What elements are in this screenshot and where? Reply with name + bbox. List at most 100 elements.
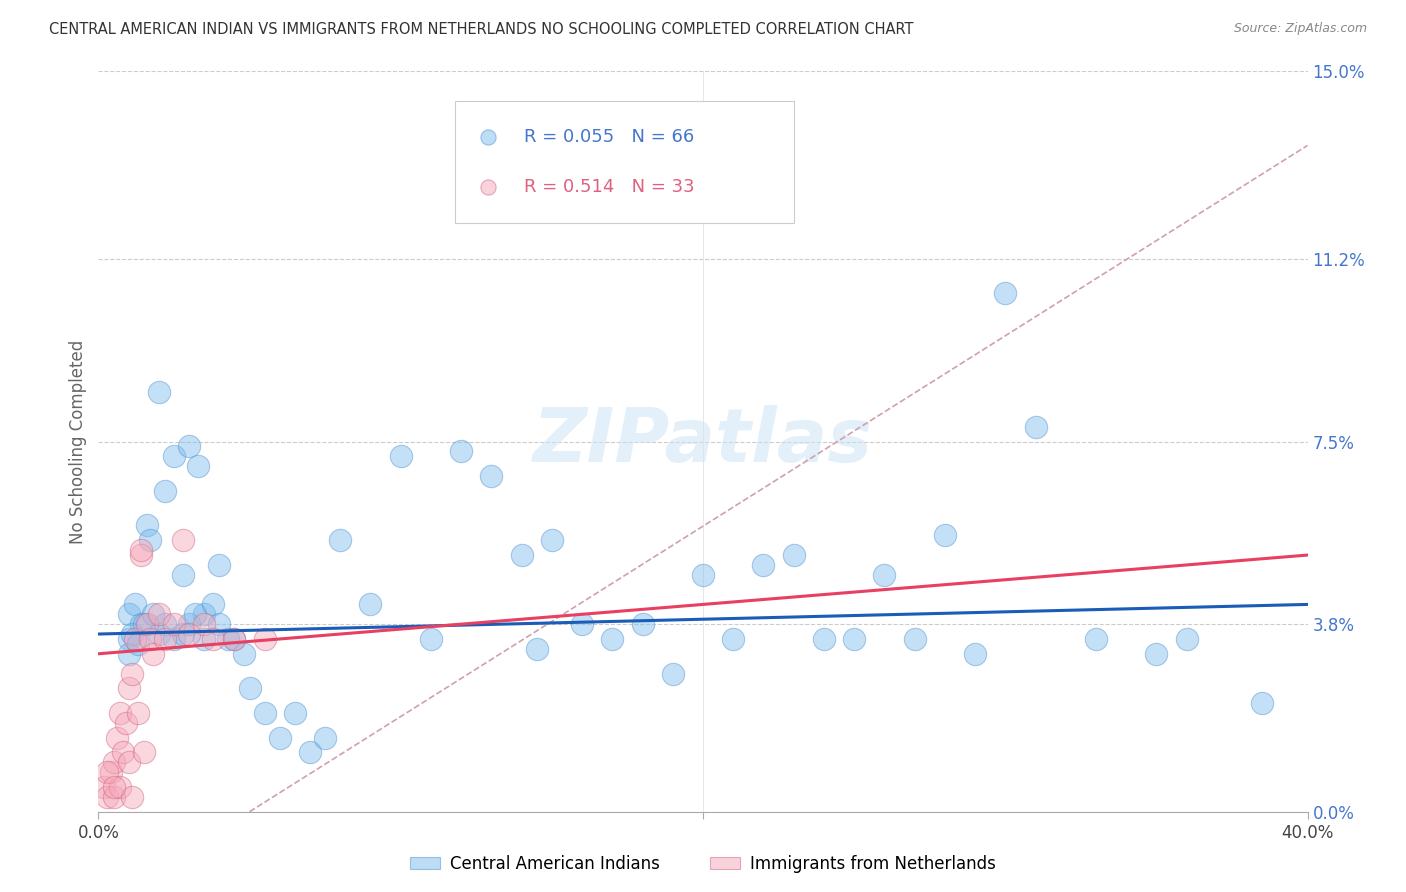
- Point: [100, 765, 122, 780]
- Text: ZIPatlas: ZIPatlas: [533, 405, 873, 478]
- Point: [329, 533, 352, 548]
- Point: [299, 746, 322, 760]
- Point: [172, 533, 194, 548]
- Point: [132, 617, 155, 632]
- Point: [148, 385, 170, 400]
- Point: [202, 632, 225, 646]
- Point: [148, 627, 170, 641]
- Point: [163, 617, 186, 632]
- Point: [813, 632, 835, 646]
- Point: [139, 632, 162, 646]
- Point: [108, 706, 131, 720]
- Point: [153, 483, 176, 498]
- Point: [314, 731, 336, 745]
- Point: [420, 632, 443, 646]
- Point: [994, 286, 1017, 301]
- Point: [179, 617, 201, 632]
- Text: Source: ZipAtlas.com: Source: ZipAtlas.com: [1233, 22, 1367, 36]
- Point: [105, 731, 128, 745]
- Point: [253, 632, 276, 646]
- Point: [103, 756, 125, 770]
- Point: [96, 789, 118, 804]
- Point: [129, 617, 152, 632]
- Point: [163, 632, 186, 646]
- Point: [129, 543, 152, 558]
- Point: [179, 627, 201, 641]
- Point: [97, 760, 120, 774]
- Point: [844, 632, 866, 646]
- Point: [661, 666, 683, 681]
- Point: [1146, 647, 1168, 661]
- Point: [135, 617, 157, 632]
- Point: [1085, 632, 1108, 646]
- Point: [132, 746, 155, 760]
- Point: [540, 533, 562, 548]
- Point: [163, 450, 186, 464]
- Point: [127, 706, 149, 720]
- Point: [121, 666, 143, 681]
- Point: [193, 632, 215, 646]
- Point: [602, 632, 624, 646]
- Point: [934, 528, 956, 542]
- Point: [571, 617, 593, 632]
- Point: [510, 548, 533, 562]
- Text: CENTRAL AMERICAN INDIAN VS IMMIGRANTS FROM NETHERLANDS NO SCHOOLING COMPLETED CO: CENTRAL AMERICAN INDIAN VS IMMIGRANTS FR…: [49, 22, 914, 37]
- Point: [172, 567, 194, 582]
- Point: [239, 681, 262, 696]
- Point: [723, 632, 745, 646]
- Point: [121, 789, 143, 804]
- Point: [965, 647, 987, 661]
- Point: [224, 632, 246, 646]
- Point: [631, 617, 654, 632]
- Point: [269, 731, 291, 745]
- Point: [526, 641, 548, 656]
- Point: [284, 706, 307, 720]
- Point: [121, 627, 143, 641]
- Point: [208, 617, 231, 632]
- Point: [172, 627, 194, 641]
- Point: [108, 780, 131, 794]
- Point: [124, 632, 146, 646]
- Point: [904, 632, 927, 646]
- Legend: Central American Indians, Immigrants from Netherlands: Central American Indians, Immigrants fro…: [404, 848, 1002, 880]
- Point: [1024, 419, 1046, 434]
- Point: [193, 617, 215, 632]
- Point: [103, 780, 125, 794]
- Point: [481, 469, 503, 483]
- Point: [193, 607, 215, 622]
- Point: [450, 444, 472, 458]
- Point: [96, 765, 118, 780]
- Point: [1251, 696, 1274, 710]
- Point: [124, 598, 146, 612]
- Point: [129, 548, 152, 562]
- Point: [752, 558, 775, 572]
- Point: [232, 647, 254, 661]
- Point: [135, 518, 157, 533]
- Point: [179, 440, 201, 454]
- Point: [118, 681, 141, 696]
- Point: [118, 607, 141, 622]
- Point: [142, 647, 165, 661]
- Point: [202, 598, 225, 612]
- Point: [217, 632, 239, 646]
- Point: [114, 715, 136, 730]
- Point: [93, 780, 115, 794]
- Point: [103, 789, 125, 804]
- Point: [208, 558, 231, 572]
- FancyBboxPatch shape: [456, 101, 793, 223]
- Point: [184, 607, 207, 622]
- Point: [783, 548, 806, 562]
- Point: [253, 706, 276, 720]
- Point: [118, 647, 141, 661]
- Point: [118, 632, 141, 646]
- Y-axis label: No Schooling Completed: No Schooling Completed: [69, 340, 87, 543]
- Point: [187, 459, 209, 474]
- Point: [389, 450, 412, 464]
- Point: [118, 756, 141, 770]
- Point: [127, 637, 149, 651]
- Point: [692, 567, 714, 582]
- Point: [139, 533, 162, 548]
- Point: [224, 632, 246, 646]
- Point: [360, 598, 382, 612]
- Point: [873, 567, 896, 582]
